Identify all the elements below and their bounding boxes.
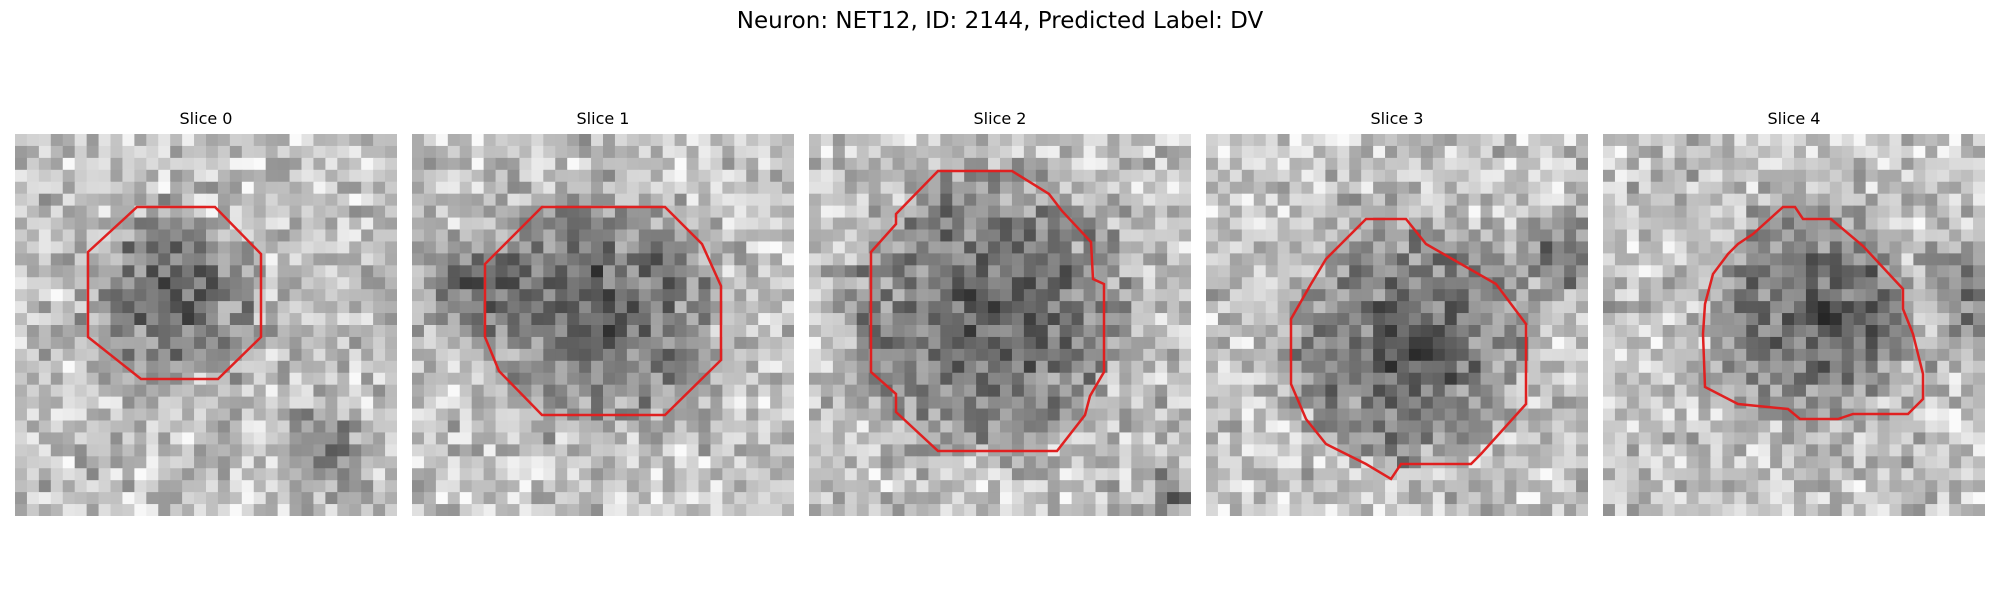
slice-panel-3: Slice 3 [1206,108,1588,516]
segmentation-contour [1701,205,1925,421]
figure-title: Neuron: NET12, ID: 2144, Predicted Label… [736,8,1264,34]
slice-panel-0: Slice 0 [15,108,397,516]
slice-image-0 [15,134,397,516]
slice-image-4 [1603,134,1985,516]
slice-title-2: Slice 2 [973,109,1027,128]
slice-image-3 [1206,134,1588,516]
slice-title-4: Slice 4 [1767,109,1821,128]
segmentation-contour [1289,217,1528,481]
slice-title-3: Slice 3 [1370,109,1424,128]
slice-image-1 [412,134,794,516]
slice-title-0: Slice 0 [179,109,233,128]
slice-image-2 [809,134,1191,516]
segmentation-contour [869,169,1106,453]
segmentation-contour [483,205,723,417]
slice-title-1: Slice 1 [576,109,630,128]
segmentation-contour [86,205,263,381]
slice-panel-4: Slice 4 [1603,108,1985,516]
slice-panel-2: Slice 2 [809,108,1191,516]
slice-panel-1: Slice 1 [412,108,794,516]
